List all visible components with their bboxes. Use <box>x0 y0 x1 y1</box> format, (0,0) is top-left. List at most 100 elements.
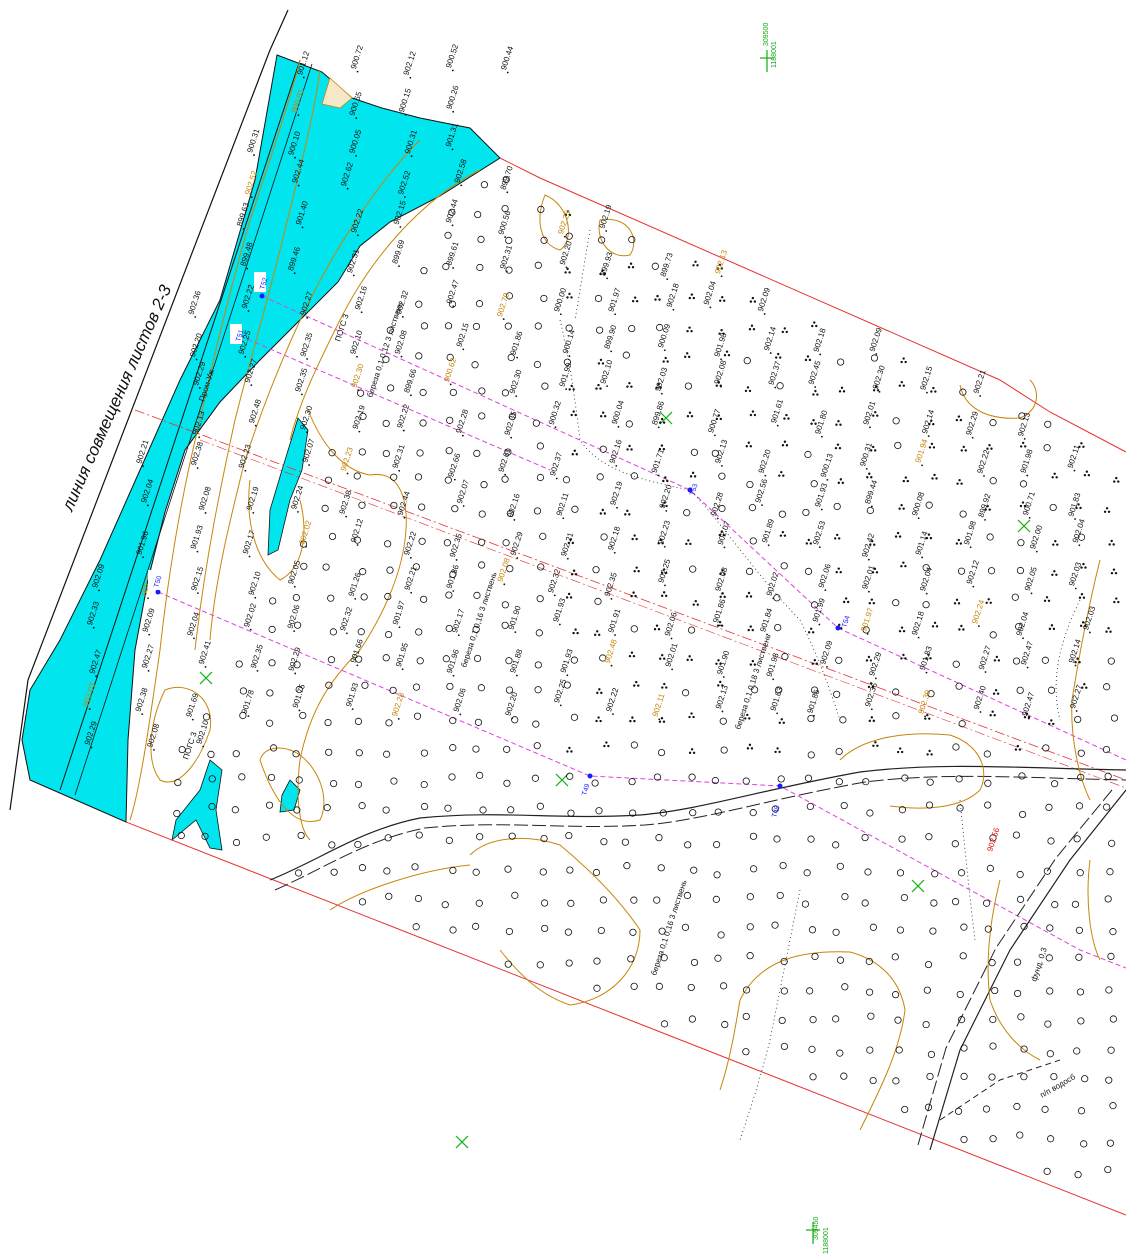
spot-height-dot <box>462 505 465 507</box>
tree-symbol <box>809 1073 817 1081</box>
tree-symbol <box>1102 745 1111 754</box>
shrub-symbol <box>953 598 961 605</box>
tree-symbol <box>651 262 659 270</box>
tree-symbol <box>982 1105 991 1113</box>
spot-height-dot <box>451 148 454 151</box>
tree-symbol <box>361 681 369 689</box>
spot-height-dot <box>506 191 509 194</box>
spot-height-dot <box>297 510 299 513</box>
tree-symbol <box>420 267 428 275</box>
tree-symbol <box>330 868 338 876</box>
tree-symbol <box>653 896 661 904</box>
spot-height-dot <box>921 556 924 559</box>
shrub-symbol <box>992 688 1000 695</box>
tree-symbol <box>390 473 398 481</box>
shrub-symbol <box>603 741 610 748</box>
contour-lines <box>129 59 1101 1131</box>
tree-symbol <box>660 1020 669 1028</box>
spot-height-dot <box>356 70 359 73</box>
shrub-symbol <box>783 413 790 420</box>
tree-symbol <box>959 952 967 960</box>
spot-height-dot <box>1026 474 1029 477</box>
spot-height-dot <box>301 393 303 396</box>
shrub-symbol <box>658 717 666 723</box>
tree-symbol <box>1109 1015 1117 1023</box>
sheet-edge-line <box>27 49 271 681</box>
spot-height-dot <box>869 426 871 429</box>
tree-symbol <box>1075 802 1084 810</box>
tree-symbol <box>504 960 512 968</box>
tree-symbol <box>1104 895 1112 903</box>
tree-symbol <box>533 507 542 515</box>
tree-symbol <box>1011 593 1019 601</box>
spot-height-dot <box>409 556 412 559</box>
shrub-symbol <box>748 324 756 331</box>
tree-symbol <box>989 1135 997 1143</box>
spot-height-dot <box>979 711 982 713</box>
shrub-symbol <box>774 747 781 754</box>
tree-symbol <box>293 661 301 669</box>
spot-height-dot <box>657 426 660 429</box>
tree-symbol <box>597 926 605 935</box>
tree-symbol <box>1109 928 1117 936</box>
tree-symbol <box>718 504 726 513</box>
spot-height-dot <box>766 633 768 636</box>
tree-symbol <box>742 1012 750 1021</box>
tree-symbol <box>681 689 690 697</box>
spot-height-dot <box>874 677 877 680</box>
spot-height-dot <box>1073 469 1076 472</box>
tree-symbol <box>501 601 509 609</box>
spot-height-dot <box>984 671 987 673</box>
tree-symbol <box>294 869 303 877</box>
spot-height-dot <box>195 358 198 361</box>
station-labels: T52 T51 T50 T53 T54 T49 T48 <box>148 272 852 819</box>
spot-height-dot <box>1074 518 1076 520</box>
tree-symbol <box>780 987 788 995</box>
tree-symbol <box>324 718 332 727</box>
tree-symbol <box>385 719 393 727</box>
spot-height-dot <box>554 426 557 429</box>
spot-height-dot <box>568 355 571 357</box>
spot-height-dot <box>306 316 309 319</box>
shrub-symbol <box>653 624 661 631</box>
tree-symbol <box>502 175 510 184</box>
river-bank-line <box>59 59 301 791</box>
shrub-symbol <box>989 710 996 717</box>
tree-symbol <box>599 896 607 904</box>
spot-height-dot <box>249 628 252 631</box>
tree-symbol <box>870 354 879 362</box>
tree-symbol <box>1041 656 1049 664</box>
tree-symbol <box>955 775 963 783</box>
tree-symbol <box>413 712 422 720</box>
spot-height-dot <box>254 596 257 599</box>
shrub-symbol <box>692 260 699 267</box>
shrub-symbol <box>778 470 785 477</box>
tree-symbol <box>536 961 544 969</box>
tree-symbol <box>177 831 185 840</box>
tree-symbol <box>299 540 308 548</box>
shrub-symbol <box>566 292 573 299</box>
shrub-symbol <box>1051 472 1058 479</box>
tree-symbol <box>480 181 488 189</box>
tree-symbol <box>861 833 869 842</box>
spot-height-dot <box>247 715 250 718</box>
tree-symbol <box>418 537 426 545</box>
tree-symbol <box>711 449 719 457</box>
tree-symbol <box>594 597 602 605</box>
spot-height-dot <box>615 464 618 467</box>
tree-symbol <box>596 473 604 481</box>
tree-symbol <box>328 841 336 849</box>
tree-symbol <box>927 690 935 698</box>
spot-height-dot <box>664 584 666 587</box>
shrub-symbol <box>805 538 813 545</box>
tree-symbol <box>1049 503 1057 512</box>
spot-height-dot <box>924 715 926 718</box>
tree-symbol <box>564 928 572 936</box>
tree-symbol <box>1103 803 1111 811</box>
shrub-symbol <box>865 655 873 662</box>
tree-symbol <box>713 871 721 879</box>
tree-symbol <box>1104 1165 1112 1174</box>
shrub-symbol <box>835 420 842 426</box>
tree-symbol <box>925 801 934 809</box>
tree-symbol <box>986 864 995 872</box>
